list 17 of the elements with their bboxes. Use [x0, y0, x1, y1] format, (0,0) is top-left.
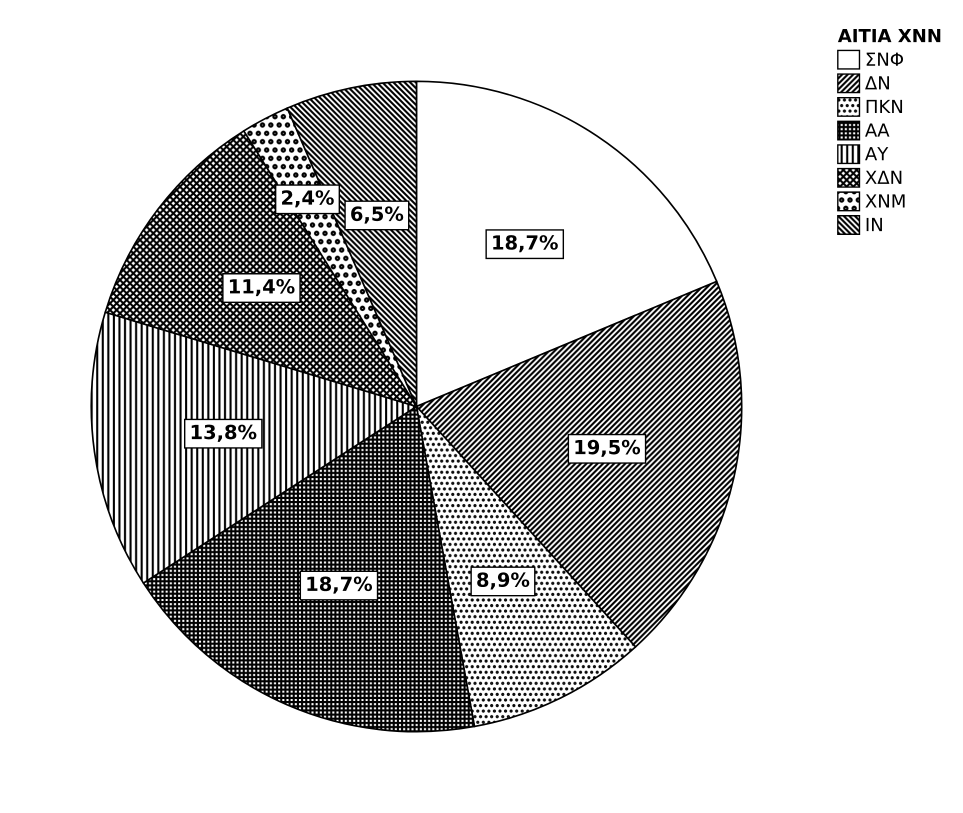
legend-label: ΠΚΝ — [866, 100, 902, 114]
legend-title: ΑΙΤΙΑ ΧΝΝ — [838, 29, 940, 42]
data-label: 8,9% — [477, 572, 530, 590]
legend-label: ΔΝ — [865, 76, 889, 90]
legend-label: ΑΑ — [865, 123, 890, 137]
legend-label: ΙΝ — [866, 218, 882, 232]
data-label: 18,7% — [493, 235, 558, 252]
legend-label: ΧΔΝ — [865, 170, 902, 184]
legend-label: ΑΥ — [865, 147, 888, 160]
data-label: 6,5% — [351, 206, 404, 224]
data-label: 18,7% — [307, 576, 372, 594]
data-label: 2,4% — [282, 190, 334, 208]
data-label: 19,5% — [575, 440, 640, 457]
legend-label: ΣΝΦ — [866, 52, 904, 66]
data-label: 11,4% — [230, 278, 295, 296]
data-label: 13,8% — [192, 424, 256, 442]
legend-label: ΧΝΜ — [865, 194, 905, 208]
